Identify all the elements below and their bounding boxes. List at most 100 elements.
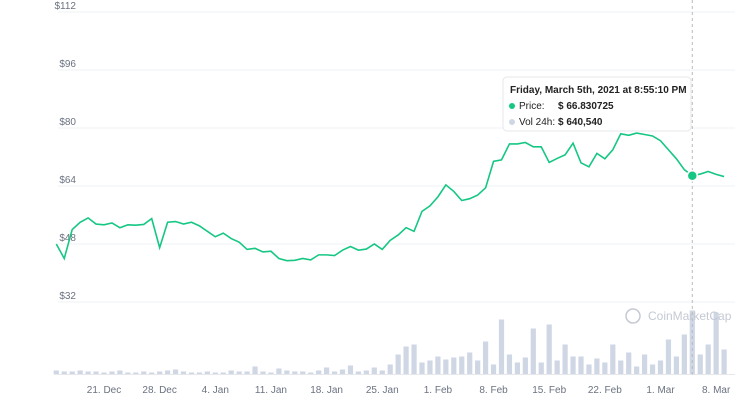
volume-bar (451, 357, 457, 375)
volume-bar (371, 367, 377, 375)
volume-bar (188, 372, 195, 375)
volume-bar (530, 328, 536, 375)
volume-bar (546, 324, 552, 375)
volume-bar (260, 371, 266, 375)
x-tick-label: 22. Feb (588, 385, 622, 396)
volume-bar (220, 372, 226, 375)
volume-bar (427, 360, 433, 375)
volume-bar (514, 362, 520, 375)
watermark-logo (625, 308, 641, 324)
volume-bar (681, 334, 687, 375)
y-tick-label: $80 (59, 117, 76, 128)
volume-bar (483, 341, 489, 375)
volume-bar (149, 372, 155, 375)
volume-bar (244, 371, 250, 375)
volume-layer (53, 310, 727, 375)
volume-bar (562, 344, 568, 375)
volume-bar (117, 370, 123, 375)
watermark: CoinMarketCap (648, 309, 732, 323)
volume-bar (522, 357, 528, 375)
volume-bar (459, 356, 465, 375)
volume-bar (618, 360, 624, 375)
volume-bar (578, 356, 584, 375)
volume-bar (379, 370, 385, 375)
volume-bar (721, 349, 727, 375)
volume-bar (331, 371, 338, 375)
tooltip-title: Friday, March 5th, 2021 at 8:55:10 PM (510, 85, 687, 96)
volume-bar (403, 346, 409, 375)
volume-bar (212, 372, 218, 375)
volume-bar (172, 369, 179, 375)
volume-bar (554, 360, 560, 375)
volume-bar (236, 371, 242, 375)
volume-bar (347, 365, 354, 375)
y-tick-label: $96 (59, 59, 76, 70)
tooltip-price-label: Price: (519, 101, 545, 112)
tooltip-price-value: $ 66.830725 (558, 101, 614, 112)
volume-bar (109, 371, 115, 375)
volume-bar (196, 372, 202, 375)
volume-bar (228, 370, 234, 375)
volume-bar (61, 371, 67, 375)
line-layer (55, 0, 725, 375)
volume-bar (180, 371, 187, 375)
volume-bar (53, 370, 59, 375)
volume-bar (300, 371, 306, 375)
volume-bar (284, 370, 290, 375)
volume-bar (316, 370, 322, 375)
volume-bar (435, 356, 441, 375)
x-tick-label: 11. Jan (255, 385, 287, 396)
volume-bar (443, 359, 449, 375)
volume-bar (252, 366, 258, 375)
volume-bar (506, 354, 513, 375)
volume-bar (101, 372, 107, 375)
price-dot (509, 103, 515, 109)
x-tick-label: 15. Feb (532, 385, 566, 396)
volume-bar (308, 372, 314, 375)
volume-bar (69, 371, 75, 375)
volume-bar (665, 339, 672, 375)
grid-layer: $32 $48 $64 $80 $96 $112 21. Dec 28. Dec 4. Jan 1… (54, 1, 735, 396)
volume-bar (93, 371, 99, 375)
volume-bar (634, 366, 640, 375)
volume-bar (395, 354, 401, 375)
volume-bar (77, 370, 83, 375)
volume-bar (141, 371, 147, 375)
x-tick-label: 21. Dec (87, 385, 121, 396)
volume-bar (276, 368, 282, 375)
y-tick-label: $48 (59, 233, 76, 244)
tooltip-volume-value: $ 640,540 (558, 117, 603, 128)
volume-bar (594, 358, 600, 375)
volume-bar (355, 371, 361, 375)
volume-bar (705, 344, 711, 375)
volume-bar (324, 367, 330, 375)
x-tick-label: 8. Feb (479, 385, 508, 396)
volume-bar (411, 344, 417, 375)
volume-bar (467, 352, 473, 375)
volume-bar (697, 354, 703, 375)
volume-bar (538, 362, 544, 375)
x-tick-label: 8. Mar (702, 385, 731, 396)
tooltip-box (502, 76, 692, 132)
volume-bar (419, 362, 425, 375)
volume-bar (498, 319, 505, 375)
volume-bar (602, 362, 608, 375)
volume-bar (157, 371, 163, 375)
tooltip-volume-label: Vol 24h: (519, 117, 555, 128)
y-tick-label: $64 (59, 175, 76, 186)
volume-bar (642, 354, 648, 375)
volume-bar (586, 364, 592, 375)
volume-bar (649, 364, 656, 375)
x-tick-label: 18. Jan (310, 385, 343, 396)
volume-bar (125, 372, 131, 375)
volume-bar (339, 369, 346, 375)
volume-bar (165, 370, 171, 375)
x-tick-label: 1. Mar (646, 385, 675, 396)
hover-point (686, 169, 699, 182)
volume-bar (387, 364, 393, 375)
x-tick-label: 28. Dec (142, 385, 176, 396)
x-tick-label: 4. Jan (202, 385, 229, 396)
volume-bar (626, 352, 632, 375)
